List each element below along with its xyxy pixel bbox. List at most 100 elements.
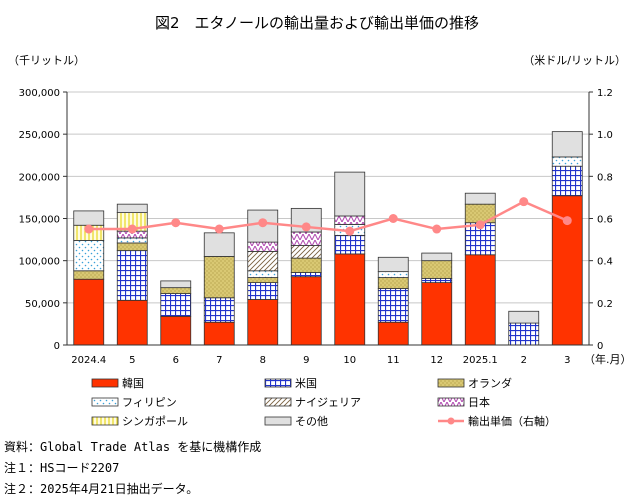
unit-price-point bbox=[127, 224, 137, 234]
bar-usa bbox=[334, 234, 366, 255]
bar-netherlands bbox=[247, 277, 279, 283]
bar-philippines bbox=[116, 237, 148, 244]
right-tick-label: 0.2 bbox=[597, 299, 613, 310]
bar-other bbox=[377, 256, 409, 273]
left-tick-label: 0 bbox=[54, 341, 60, 352]
right-tick-label: 0 bbox=[597, 341, 603, 352]
x-tick-label: 2024.4 bbox=[71, 355, 106, 366]
bar-usa bbox=[551, 165, 583, 197]
bar-usa bbox=[160, 293, 192, 317]
x-tick-label: 3 bbox=[564, 355, 570, 366]
x-tick-label: 9 bbox=[303, 355, 309, 366]
bar-netherlands bbox=[377, 277, 409, 289]
unit-price-point bbox=[301, 222, 311, 232]
bar-nigeria bbox=[247, 250, 279, 272]
left-tick-label: 100,000 bbox=[19, 257, 60, 268]
legend-swatch-philippines bbox=[91, 397, 119, 407]
bar-other bbox=[160, 280, 192, 289]
legend-line-marker bbox=[447, 417, 455, 425]
unit-price-point bbox=[171, 218, 181, 228]
bar-korea bbox=[334, 253, 366, 346]
right-tick-label: 1.2 bbox=[597, 88, 613, 99]
x-tick-label: 5 bbox=[129, 355, 135, 366]
bar-other bbox=[421, 252, 453, 262]
legend-label: シンガポール bbox=[122, 415, 188, 428]
bar-korea bbox=[160, 315, 192, 346]
x-tick-label: 2025.1 bbox=[463, 355, 498, 366]
bar-korea bbox=[421, 282, 453, 346]
x-tick-label: 6 bbox=[173, 355, 179, 366]
bar-netherlands bbox=[421, 260, 453, 279]
right-tick-label: 0.4 bbox=[597, 257, 613, 268]
legend-label: 輸出単価（右軸） bbox=[468, 414, 556, 428]
bar-netherlands bbox=[73, 270, 105, 280]
x-tick-label: 2 bbox=[521, 355, 527, 366]
bar-other bbox=[116, 203, 148, 213]
legend-label: 米国 bbox=[295, 377, 317, 390]
legend-swatch-korea bbox=[91, 378, 119, 388]
bar-korea bbox=[464, 254, 496, 346]
bar-netherlands bbox=[116, 242, 148, 251]
bar-korea bbox=[73, 278, 105, 346]
bar-usa bbox=[508, 322, 540, 346]
unit-price-point bbox=[84, 224, 94, 234]
bar-netherlands bbox=[290, 257, 322, 273]
unit-price-point bbox=[214, 224, 224, 234]
x-axis-unit: （年.月） bbox=[584, 352, 632, 366]
left-tick-label: 150,000 bbox=[19, 215, 60, 226]
bar-japan bbox=[290, 231, 322, 246]
bar-philippines bbox=[247, 270, 279, 278]
hs-code-note: 注１：HSコード2207 bbox=[4, 461, 120, 475]
bar-korea bbox=[377, 321, 409, 346]
bar-korea bbox=[247, 299, 279, 346]
x-tick-label: 8 bbox=[260, 355, 266, 366]
extraction-date-note: 注２：2025年4月21日抽出データ。 bbox=[4, 482, 199, 496]
x-tick-label: 12 bbox=[430, 355, 443, 366]
gridlines bbox=[67, 91, 589, 304]
legend-swatch-japan bbox=[437, 397, 465, 407]
left-axis-ticks: 0 50,000 100,000 150,000 200,000 250,000 300,0… bbox=[19, 88, 60, 352]
bar-other bbox=[73, 210, 105, 226]
bar-netherlands bbox=[203, 256, 235, 299]
left-tick-label: 200,000 bbox=[19, 172, 60, 183]
bar-other bbox=[334, 171, 366, 217]
right-tick-label: 0.6 bbox=[597, 215, 613, 226]
legend-label: ナイジェリア bbox=[295, 396, 361, 409]
left-axis-unit: （千リットル） bbox=[8, 54, 85, 67]
x-axis-ticks: 2024.4 5 6 7 8 9 10 11 12 2025.1 2 3 bbox=[71, 355, 570, 366]
bar-usa bbox=[116, 250, 148, 301]
left-tick-label: 50,000 bbox=[25, 299, 60, 310]
x-tick-label: 10 bbox=[343, 355, 356, 366]
legend-swatch-usa bbox=[264, 378, 292, 388]
unit-price-line bbox=[84, 197, 572, 236]
unit-price-point bbox=[258, 218, 268, 228]
bar-other bbox=[464, 192, 496, 205]
bar-other bbox=[203, 232, 235, 257]
source-note: 資料：Global Trade Atlas を基に機構作成 bbox=[4, 440, 262, 454]
bar-korea bbox=[116, 299, 148, 346]
left-tick-label: 300,000 bbox=[19, 88, 60, 99]
unit-price-point bbox=[562, 216, 572, 226]
axes bbox=[63, 91, 593, 346]
bar-philippines bbox=[551, 156, 583, 167]
unit-price-point bbox=[345, 226, 355, 236]
right-tick-label: 1.0 bbox=[597, 130, 613, 141]
unit-price-point bbox=[519, 197, 529, 207]
bar-netherlands bbox=[160, 287, 192, 294]
bar-philippines bbox=[73, 240, 105, 272]
legend-label: その他 bbox=[295, 415, 328, 428]
x-tick-label: 11 bbox=[387, 355, 400, 366]
bar-nigeria bbox=[290, 245, 322, 259]
unit-price-point bbox=[432, 224, 442, 234]
bar-usa bbox=[464, 222, 496, 256]
legend-label: 日本 bbox=[468, 395, 490, 409]
legend-label: 韓国 bbox=[122, 377, 144, 390]
bar-usa bbox=[421, 277, 453, 283]
right-axis-ticks: 0 0.2 0.4 0.6 0.8 1.0 1.2 bbox=[597, 88, 613, 352]
bar-other bbox=[508, 310, 540, 324]
bar-japan bbox=[334, 215, 366, 225]
legend-label: オランダ bbox=[468, 376, 512, 390]
x-tick-label: 7 bbox=[216, 355, 222, 366]
